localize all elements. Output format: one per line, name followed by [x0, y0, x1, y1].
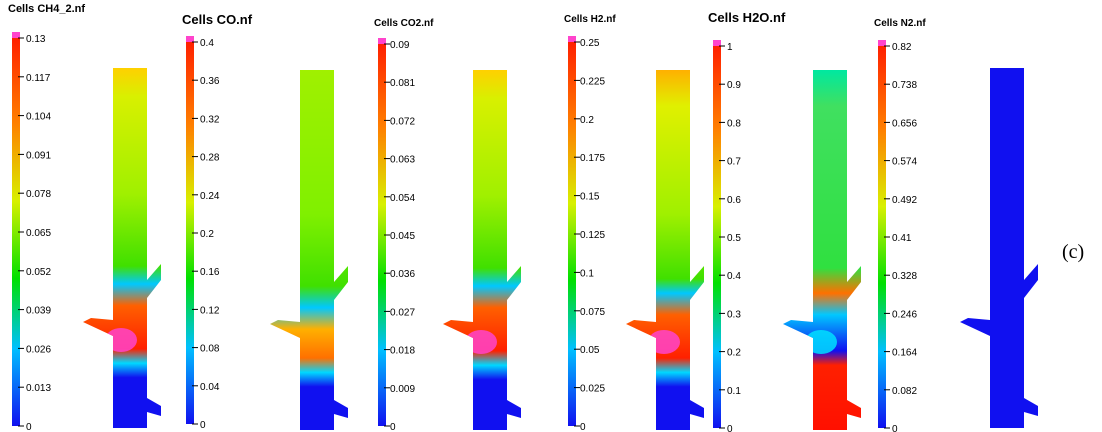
colorbar-co2: Cells CO2.nf 0.09 0.081 0.072 0.063 0.054 0.0…	[374, 18, 434, 432]
colorbar-gradient	[878, 46, 886, 428]
colorbar-tick-label: 0.072	[390, 116, 415, 127]
colorbar-top-swatch	[878, 40, 886, 46]
colorbar-tick-label: 0.328	[892, 271, 917, 282]
colorbar-title: Cells N2.nf	[874, 18, 926, 29]
colorbar-tick-label: 0	[26, 422, 32, 432]
colorbar-tick-label: 0.5	[727, 233, 741, 244]
colorbar-title: Cells CH4_2.nf	[8, 3, 85, 15]
colorbar-title: Cells H2.nf	[564, 14, 616, 25]
colorbar-tick-label: 0.09	[390, 40, 410, 51]
colorbar-tick-label: 0.574	[892, 157, 917, 168]
contour-other	[960, 68, 1038, 428]
colorbar-n2: Cells N2.nf 0.82 0.738 0.656 0.574 0.492 0.41…	[874, 18, 926, 432]
colorbar-tick-label: 0.82	[892, 42, 912, 53]
colorbar-tick-label: 0.656	[892, 118, 917, 129]
figure-caption: (c)	[1062, 241, 1084, 263]
colorbar-tick-label: 0.2	[580, 115, 594, 126]
colorbar-top-swatch	[186, 36, 194, 42]
contour-h2o	[626, 70, 704, 430]
colorbar-tick-label: 0.018	[390, 346, 415, 357]
colorbar-top-swatch	[378, 38, 386, 44]
colorbar-tick-label: 0.1	[580, 268, 594, 279]
colorbar-tick-label: 0.05	[580, 345, 600, 356]
colorbar-tick-label: 0.025	[580, 384, 605, 395]
contour-h2	[443, 70, 521, 430]
colorbar-gradient	[378, 44, 386, 426]
colorbar-tick-label: 0.2	[200, 229, 214, 240]
colorbar-tick-label: 0.052	[26, 267, 51, 278]
colorbar-tick-label: 0.2	[727, 348, 741, 359]
colorbar-tick-label: 0.225	[580, 76, 605, 87]
colorbar-tick-label: 0.027	[390, 307, 415, 318]
colorbar-tick-label: 0.036	[390, 269, 415, 280]
colorbar-h2: Cells H2.nf 0.25 0.225 0.2 0.175 0.15 0.125 0.…	[564, 14, 616, 432]
colorbar-tick-label: 0.045	[390, 231, 415, 242]
colorbar-tick-label: 0.16	[200, 267, 220, 278]
colorbar-co: Cells CO.nf 0.4 0.36 0.32 0.28 0.24 0.2 0.16 0.…	[182, 12, 253, 431]
colorbar-tick-label: 0.082	[892, 386, 917, 397]
contour-columns	[83, 68, 1038, 430]
colorbar-tick-label: 0.24	[200, 191, 220, 202]
colorbar-top-swatch	[713, 40, 721, 46]
colorbar-title: Cells CO.nf	[182, 12, 253, 27]
colorbar-tick-label: 0.246	[892, 309, 917, 320]
colorbar-tick-label: 0.117	[26, 73, 51, 84]
colorbar-tick-label: 0.3	[727, 309, 741, 320]
colorbar-tick-label: 0.25	[580, 38, 600, 49]
colorbar-h2o: Cells H2O.nf 1 0.9 0.8 0.7 0.6 0.5 0.4 0.3 0.2 0.…	[708, 10, 786, 432]
colorbar-tick-label: 0	[390, 422, 396, 432]
colorbar-gradient	[12, 38, 20, 426]
colorbar-tick-label: 0.063	[390, 155, 415, 166]
colorbar-tick-label: 0.091	[26, 150, 51, 161]
colorbar-tick-label: 0.6	[727, 195, 741, 206]
colorbar-ch4: Cells CH4_2.nf 0.13 0.117 0.104 0.091 0.078 0…	[8, 3, 85, 432]
colorbar-tick-label: 0.12	[200, 305, 220, 316]
colorbar-gradient	[568, 42, 576, 426]
colorbar-tick-label: 0	[727, 424, 733, 432]
colorbar-tick-label: 0.04	[200, 382, 220, 393]
colorbar-tick-label: 0.104	[26, 112, 51, 123]
colorbar-tick-label: 0.026	[26, 344, 51, 355]
colorbar-tick-label: 0.125	[580, 230, 605, 241]
colorbar-tick-label: 0.039	[26, 306, 51, 317]
colorbar-tick-label: 0.7	[727, 157, 741, 168]
colorbar-tick-label: 1	[727, 42, 733, 53]
colorbar-tick-label: 0.4	[727, 271, 741, 282]
colorbar-tick-label: 0.28	[200, 153, 220, 164]
colorbar-tick-label: 0.065	[26, 228, 51, 239]
colorbar-tick-label: 0.1	[727, 386, 741, 397]
contour-ch4	[83, 68, 161, 428]
colorbar-tick-label: 0	[580, 422, 586, 432]
contour-co	[270, 70, 348, 430]
colorbar-tick-label: 0.4	[200, 38, 214, 49]
colorbar-tick-label: 0.054	[390, 193, 415, 204]
colorbar-tick-label: 0.492	[892, 195, 917, 206]
colorbar-tick-label: 0.32	[200, 114, 220, 125]
colorbar-tick-label: 0.164	[892, 348, 917, 359]
colorbar-title: Cells H2O.nf	[708, 10, 786, 25]
colorbar-tick-label: 0.13	[26, 34, 46, 45]
colorbar-top-swatch	[12, 32, 20, 38]
colorbar-tick-label: 0.9	[727, 80, 741, 91]
colorbar-tick-label: 0.36	[200, 76, 220, 87]
colorbar-tick-label: 0.8	[727, 118, 741, 129]
colorbar-tick-label: 0.078	[26, 189, 51, 200]
colorbar-tick-label: 0	[892, 424, 898, 432]
colorbar-tick-label: 0.013	[26, 383, 51, 394]
colorbar-tick-label: 0.15	[580, 192, 600, 203]
colorbar-tick-label: 0.738	[892, 80, 917, 91]
colorbar-tick-label: 0	[200, 420, 206, 431]
colorbar-tick-label: 0.175	[580, 153, 605, 164]
contour-n2	[783, 70, 861, 430]
colorbar-title: Cells CO2.nf	[374, 18, 434, 29]
colorbar-gradient	[713, 46, 721, 428]
colorbar-tick-label: 0.075	[580, 307, 605, 318]
colorbar-tick-label: 0.081	[390, 78, 415, 89]
colorbar-tick-label: 0.41	[892, 233, 912, 244]
colorbar-tick-label: 0.009	[390, 384, 415, 395]
colorbar-top-swatch	[568, 36, 576, 42]
colorbar-tick-label: 0.08	[200, 344, 220, 355]
colorbar-gradient	[186, 42, 194, 424]
